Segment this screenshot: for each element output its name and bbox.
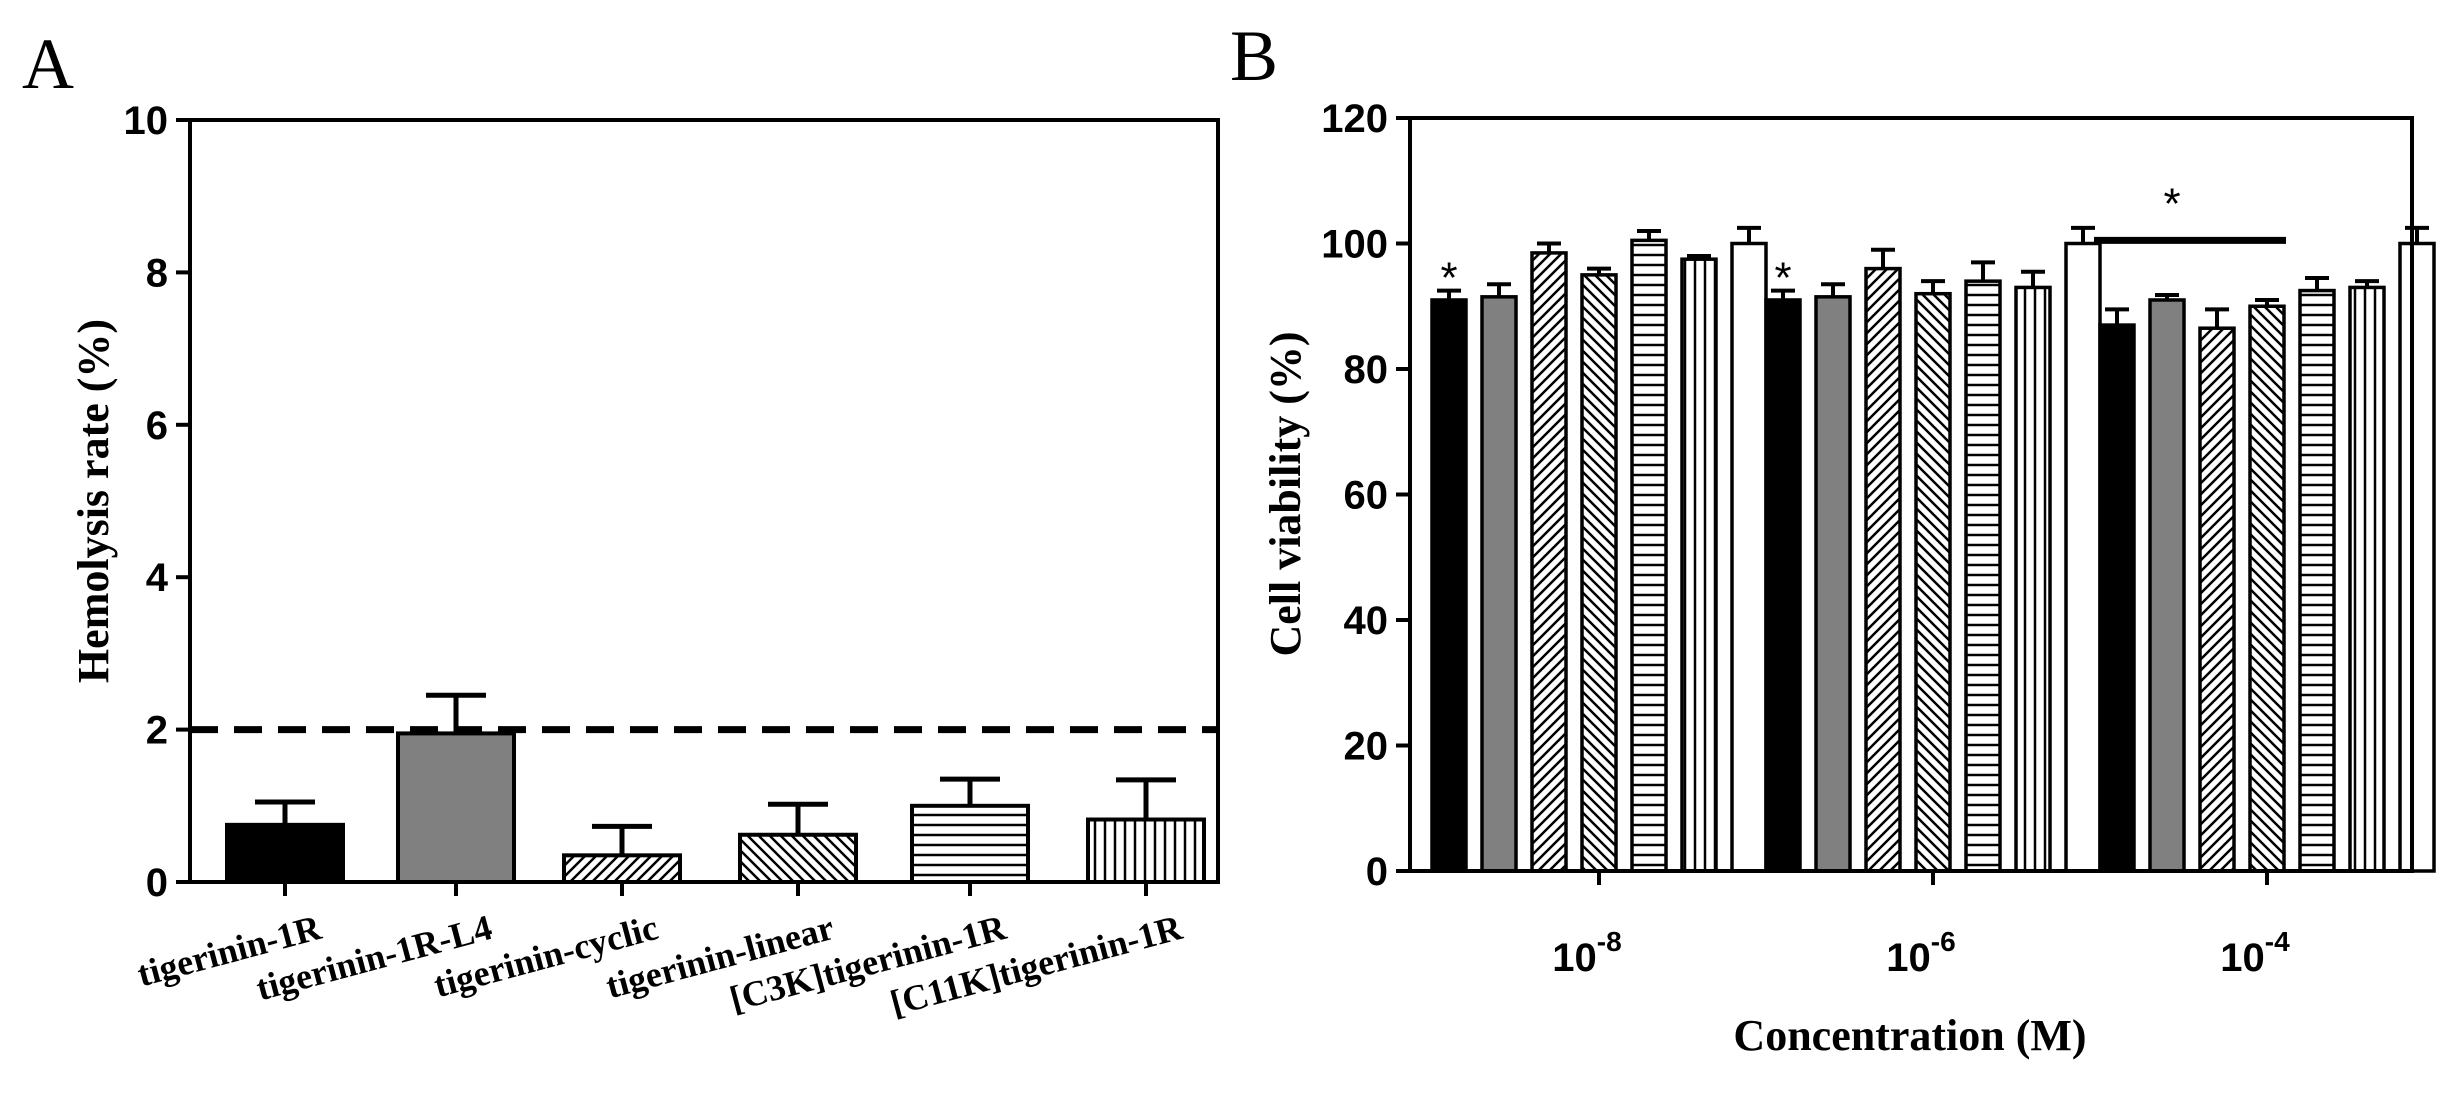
panel-b-annotations: * * * xyxy=(1440,179,2180,302)
panel-b-y-tick-label: 100 xyxy=(1321,223,1388,267)
panel-b-bar xyxy=(2298,288,2336,873)
panel-a-letter: A xyxy=(22,24,74,104)
panel-a-y-tick-label: 6 xyxy=(146,404,168,448)
panel-b-bar xyxy=(1680,257,1718,873)
panel-b-letter: B xyxy=(1230,16,1278,96)
panel-b-y-tick-label: 20 xyxy=(1344,725,1389,769)
panel-b-category-label: 10-6 xyxy=(1886,926,1955,980)
panel-a-y-tick-label: 2 xyxy=(146,709,168,753)
panel-a: A 0 2 4 6 8 10 tigerinin-1Rtigerinin-1R-L4tig… xyxy=(22,24,1220,1023)
panel-a-y-tick-label: 10 xyxy=(124,99,169,143)
panel-b-bar xyxy=(1814,295,1852,873)
panel-b-significance-star: * xyxy=(2163,179,2180,228)
panel-b-y-tick-label: 60 xyxy=(1344,474,1389,518)
panel-a-y-tick-label: 0 xyxy=(146,861,168,905)
panel-b-bar xyxy=(1430,298,1468,873)
panel-a-x-axis: tigerinin-1Rtigerinin-1R-L4tigerinin-cyc… xyxy=(133,882,1187,1023)
panel-b-y-tick-label: 40 xyxy=(1344,599,1389,643)
panel-a-bar xyxy=(562,853,682,885)
panel-b-significance-star: * xyxy=(1774,254,1791,303)
panel-b-bar xyxy=(1914,291,1952,873)
panel-b-category-label: 10-8 xyxy=(1552,926,1621,980)
panel-b-bar xyxy=(2064,241,2102,873)
panel-a-errorbars xyxy=(255,692,1176,856)
panel-b-y-tick-label: 80 xyxy=(1344,348,1389,392)
panel-a-bar xyxy=(910,803,1030,884)
panel-b: B 0 20 40 60 80 100 120 10-8 10-6 10-4 Cell viab… xyxy=(1230,16,2436,1060)
panel-b-bar xyxy=(2348,285,2386,873)
panel-b-y-tick-label: 0 xyxy=(1366,850,1388,894)
panel-b-bar xyxy=(1480,295,1518,873)
panel-b-ylabel: Cell viability (%) xyxy=(1261,331,1310,656)
panel-b-y-tick-label: 120 xyxy=(1321,97,1388,141)
panel-a-frame xyxy=(188,118,1220,884)
panel-b-frame xyxy=(1408,116,2414,873)
panel-a-y-axis: 0 2 4 6 8 10 xyxy=(124,99,190,905)
panel-b-y-axis: 0 20 40 60 80 100 120 xyxy=(1321,97,1410,894)
panel-b-bar xyxy=(1864,266,1902,873)
panel-a-bar xyxy=(1086,817,1206,884)
panel-b-bar xyxy=(2098,323,2136,873)
panel-b-bar xyxy=(1580,273,1618,873)
panel-b-significance-star: * xyxy=(1440,254,1457,303)
panel-b-bar xyxy=(1964,279,2002,873)
panel-b-x-axis: 10-8 10-6 10-4 xyxy=(1552,871,2290,980)
panel-b-bar xyxy=(2014,285,2052,873)
panel-b-bar xyxy=(1630,238,1668,873)
panel-a-bars xyxy=(225,731,1206,885)
panel-a-bar xyxy=(225,822,345,884)
panel-b-bars xyxy=(1430,238,2436,873)
panel-b-bar xyxy=(2248,304,2286,873)
panel-b-category-label: 10-4 xyxy=(2220,926,2290,980)
panel-b-bar xyxy=(2148,298,2186,873)
panel-a-bar xyxy=(396,731,516,884)
panel-a-y-tick-label: 4 xyxy=(146,556,169,600)
panel-b-bar xyxy=(1764,298,1802,873)
panel-b-xlabel: Concentration (M) xyxy=(1733,1011,2086,1060)
panel-b-bar xyxy=(2198,326,2236,873)
panel-a-y-tick-label: 8 xyxy=(146,251,168,295)
panel-b-bar xyxy=(2398,241,2436,873)
panel-a-bar xyxy=(738,832,858,884)
panel-b-errorbars xyxy=(1437,225,2429,329)
panel-b-bar xyxy=(1730,241,1768,873)
panel-a-ylabel: Hemolysis rate (%) xyxy=(69,319,118,683)
panel-b-bar xyxy=(1530,251,1568,873)
